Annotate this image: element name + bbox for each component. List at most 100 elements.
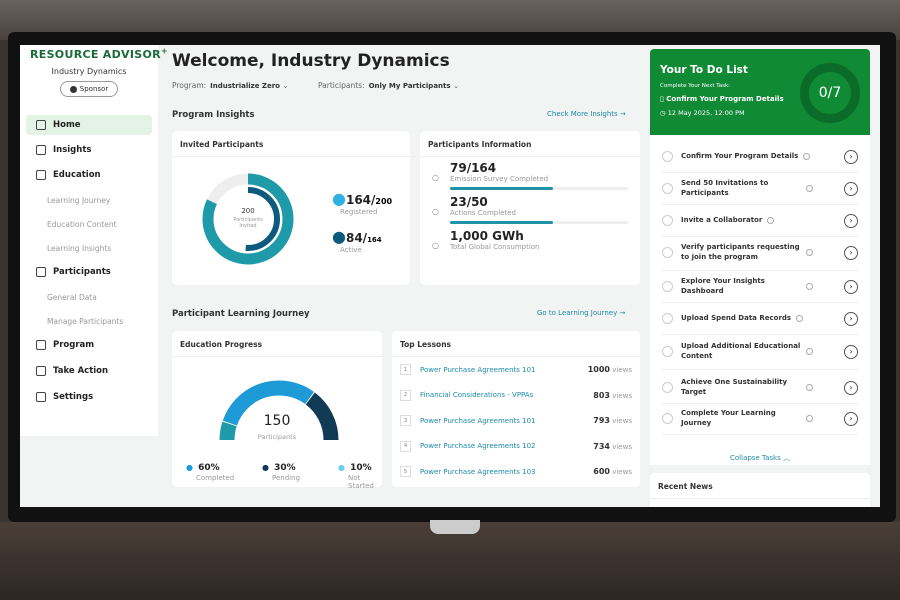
sponsor-badge[interactable]: Sponsor xyxy=(60,81,118,97)
todo-task[interactable]: Confirm Your Program Details › xyxy=(662,141,858,173)
chevron-right-icon[interactable]: › xyxy=(844,344,858,359)
legend-item: ● 30% Pending xyxy=(262,463,300,482)
education-progress-card: Education Progress 150 Participants ● 60… xyxy=(172,331,382,490)
checkbox-icon[interactable] xyxy=(662,313,673,324)
checkbox-icon[interactable] xyxy=(662,382,673,393)
chevron-right-icon[interactable]: › xyxy=(844,245,858,260)
chevron-right-icon[interactable]: › xyxy=(844,181,858,196)
sidebar-item[interactable]: Education xyxy=(26,165,152,185)
checkbox-icon[interactable] xyxy=(662,413,673,424)
progress-bar xyxy=(450,187,628,190)
participants-filter[interactable]: Participants: Only My Participants ⌄ xyxy=(318,81,460,90)
todo-task[interactable]: Explore Your Insights Dashboard › xyxy=(662,271,858,303)
sidebar-subitem[interactable]: General Data xyxy=(47,293,97,302)
sidebar-item[interactable]: Home xyxy=(26,115,152,135)
card-title: Education Progress xyxy=(172,331,382,357)
todo-task[interactable]: Verify participants requesting to join t… xyxy=(662,235,858,271)
gear-icon xyxy=(36,392,46,402)
sidebar-item[interactable]: Take Action xyxy=(26,361,152,381)
recent-news-card: Recent News xyxy=(650,473,870,507)
todo-task[interactable]: Send 50 Invitations to Participants › xyxy=(662,173,858,205)
sidebar-item[interactable]: Participants xyxy=(26,262,152,282)
sidebar-item[interactable]: Insights xyxy=(26,140,152,160)
lesson-link[interactable]: Financial Considerations - VPPAs xyxy=(420,391,534,399)
book-icon xyxy=(36,170,46,180)
checkbox-icon[interactable] xyxy=(662,183,673,194)
info-item: 79/164 Emission Survey Completed xyxy=(450,161,549,183)
help-icon[interactable] xyxy=(806,415,813,422)
help-icon[interactable] xyxy=(806,348,813,355)
top-lessons-card: Top Lessons 1 Power Purchase Agreements 1… xyxy=(392,331,640,487)
program-filter[interactable]: Program: Industrialize Zero ⌄ xyxy=(172,81,289,90)
sidebar-item[interactable]: Program xyxy=(26,335,152,355)
help-icon[interactable] xyxy=(806,384,813,391)
lesson-link[interactable]: Power Purchase Agreements 101 xyxy=(420,416,536,425)
lesson-link[interactable]: Power Purchase Agreements 101 xyxy=(420,365,536,374)
gauge-total: 150 xyxy=(263,413,291,429)
gauge-segment xyxy=(222,380,314,426)
check-more-insights-link[interactable]: Check More Insights → xyxy=(547,110,626,118)
chevron-right-icon[interactable]: › xyxy=(844,213,858,228)
clock-icon: ◷ xyxy=(660,109,666,117)
help-icon[interactable] xyxy=(806,249,813,256)
chart-pie-icon xyxy=(36,145,46,155)
checkbox-icon[interactable] xyxy=(662,247,673,258)
lesson-link[interactable]: Power Purchase Agreements 102 xyxy=(420,442,536,450)
chevron-right-icon[interactable]: › xyxy=(844,311,858,326)
chevron-right-icon[interactable]: › xyxy=(844,279,858,294)
help-icon[interactable] xyxy=(803,153,811,160)
chevron-right-icon[interactable]: › xyxy=(844,149,858,164)
page-title: Welcome, Industry Dynamics xyxy=(172,51,450,71)
lesson-row[interactable]: 4 Power Purchase Agreements 102 734 views xyxy=(400,440,632,452)
center-value: 200 xyxy=(241,207,255,215)
screen: RESOURCE ADVISOR+ Industry Dynamics Spon… xyxy=(20,45,880,507)
todo-task[interactable]: Complete Your Learning Journey › xyxy=(662,403,858,435)
todo-progress-ring: 0/7 xyxy=(800,63,860,123)
next-task[interactable]: ▯ Confirm Your Program Details xyxy=(660,95,784,103)
help-icon[interactable] xyxy=(796,315,804,322)
participants-information-card: Participants Information ○ 79/164 Emission… xyxy=(420,131,640,285)
clipboard-icon: ○ xyxy=(432,173,439,182)
logo-text: RESOURCE ADVISOR xyxy=(30,48,161,61)
todo-task[interactable]: Achieve One Sustainability Target › xyxy=(662,372,858,404)
chevron-right-icon[interactable]: › xyxy=(844,411,858,426)
checkbox-icon[interactable] xyxy=(662,215,673,226)
sidebar-subitem[interactable]: Education Content xyxy=(47,220,117,229)
background-desk xyxy=(0,522,900,600)
chevron-down-icon: ⌄ xyxy=(282,81,289,90)
help-icon[interactable] xyxy=(806,185,813,192)
checkbox-icon[interactable] xyxy=(662,281,673,292)
invited-donut xyxy=(202,173,294,265)
education-gauge xyxy=(219,380,339,441)
go-to-learning-journey-link[interactable]: Go to Learning Journey → xyxy=(537,309,626,317)
sponsor-icon xyxy=(69,85,77,93)
monitor-stand xyxy=(430,520,480,534)
help-icon[interactable] xyxy=(767,217,775,224)
sidebar-subitem[interactable]: Learning Journey xyxy=(47,196,111,205)
card-title: Participants Information xyxy=(420,131,640,157)
chevron-right-icon[interactable]: › xyxy=(844,380,858,395)
sidebar-item[interactable]: Settings xyxy=(26,387,152,407)
todo-task[interactable]: Upload Spend Data Records › xyxy=(662,303,858,335)
lesson-link[interactable]: Power Purchase Agreements 103 xyxy=(420,467,536,476)
org-name: Industry Dynamics xyxy=(51,67,127,76)
lesson-row[interactable]: 3 Power Purchase Agreements 101 793 views xyxy=(400,415,632,426)
invited-participants-card: Invited Participants 200 Participants In… xyxy=(172,131,410,285)
help-icon[interactable] xyxy=(806,283,813,290)
legend-item: ● 10% Not Started xyxy=(338,463,374,490)
registered-arc xyxy=(202,173,294,265)
lesson-row[interactable]: 1 Power Purchase Agreements 101 1000 views xyxy=(400,364,632,375)
collapse-tasks-button[interactable]: Collapse Tasks ︿ xyxy=(730,454,790,462)
info-item: 1,000 GWh Total Global Consumption xyxy=(450,229,540,251)
todo-task[interactable]: Invite a Collaborator › xyxy=(662,205,858,237)
home-icon xyxy=(36,120,46,130)
checkbox-icon[interactable] xyxy=(662,346,673,357)
todo-task[interactable]: Upload Additional Educational Content › xyxy=(662,334,858,370)
sidebar-subitem[interactable]: Manage Participants xyxy=(47,317,124,326)
sidebar-subitem[interactable]: Learning Insights xyxy=(47,244,112,253)
list-icon xyxy=(36,340,46,350)
lesson-row[interactable]: 2 Financial Considerations - VPPAs 803 vie… xyxy=(400,389,632,401)
center-label: Participants Invited xyxy=(233,217,263,229)
checkbox-icon[interactable] xyxy=(662,151,673,162)
lesson-row[interactable]: 5 Power Purchase Agreements 103 600 views xyxy=(400,466,632,477)
